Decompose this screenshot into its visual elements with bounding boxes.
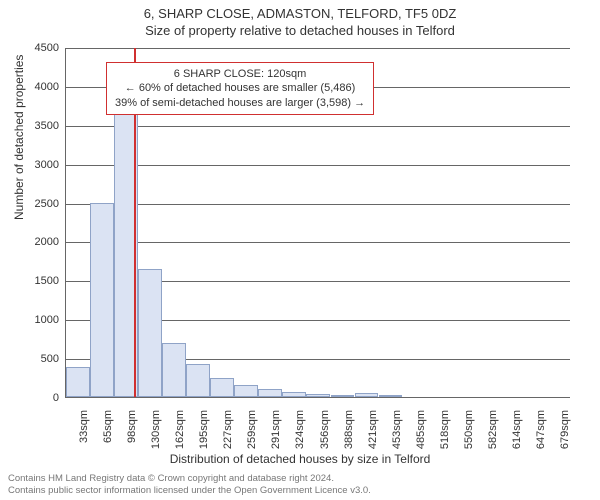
ytick-label: 1000 bbox=[35, 314, 65, 326]
y-axis-label: Number of detached properties bbox=[12, 55, 26, 220]
xtick-label: 130sqm bbox=[150, 410, 162, 449]
xtick-label: 291sqm bbox=[270, 410, 282, 449]
bar bbox=[234, 385, 258, 397]
bar bbox=[138, 269, 162, 397]
ytick-label: 3500 bbox=[35, 120, 65, 132]
annotation-line-3: 39% of semi-detached houses are larger (… bbox=[115, 96, 365, 110]
annotation-line-2: ← 60% of detached houses are smaller (5,… bbox=[115, 81, 365, 95]
title-line-2: Size of property relative to detached ho… bbox=[0, 23, 600, 40]
xtick-label: 485sqm bbox=[415, 410, 427, 449]
xtick-label: 421sqm bbox=[367, 410, 379, 449]
ytick-label: 1500 bbox=[35, 275, 65, 287]
bar bbox=[331, 395, 355, 397]
xtick-label: 259sqm bbox=[246, 410, 258, 449]
xtick-label: 162sqm bbox=[174, 410, 186, 449]
bar bbox=[90, 203, 114, 397]
ytick-label: 500 bbox=[41, 353, 65, 365]
ytick-label: 2500 bbox=[35, 198, 65, 210]
x-axis-label: Distribution of detached houses by size … bbox=[0, 452, 600, 466]
xtick-label: 550sqm bbox=[463, 410, 475, 449]
xtick-label: 647sqm bbox=[535, 410, 547, 449]
chart-area: 6 SHARP CLOSE: 120sqm ← 60% of detached … bbox=[65, 48, 570, 398]
bar bbox=[282, 392, 306, 397]
ytick-label: 3000 bbox=[35, 159, 65, 171]
xtick-label: 98sqm bbox=[126, 410, 138, 443]
ytick-label: 0 bbox=[53, 392, 65, 404]
bar bbox=[66, 367, 90, 397]
xtick-label: 679sqm bbox=[559, 410, 571, 449]
xtick-label: 195sqm bbox=[198, 410, 210, 449]
bar bbox=[186, 364, 210, 397]
annotation-box: 6 SHARP CLOSE: 120sqm ← 60% of detached … bbox=[106, 62, 374, 115]
xtick-label: 33sqm bbox=[78, 410, 90, 443]
bar bbox=[258, 389, 282, 397]
xtick-label: 614sqm bbox=[511, 410, 523, 449]
bar bbox=[306, 394, 330, 397]
xtick-label: 518sqm bbox=[439, 410, 451, 449]
chart-title-block: 6, SHARP CLOSE, ADMASTON, TELFORD, TF5 0… bbox=[0, 0, 600, 40]
bar bbox=[162, 343, 186, 397]
footer-line-2: Contains public sector information licen… bbox=[8, 485, 371, 496]
bar bbox=[210, 378, 234, 397]
plot-region: 6 SHARP CLOSE: 120sqm ← 60% of detached … bbox=[65, 48, 570, 398]
bar bbox=[379, 395, 403, 397]
xtick-label: 356sqm bbox=[319, 410, 331, 449]
xtick-label: 227sqm bbox=[222, 410, 234, 449]
xtick-label: 324sqm bbox=[294, 410, 306, 449]
title-line-1: 6, SHARP CLOSE, ADMASTON, TELFORD, TF5 0… bbox=[0, 6, 600, 23]
xtick-label: 582sqm bbox=[487, 410, 499, 449]
annotation-line-1: 6 SHARP CLOSE: 120sqm bbox=[115, 67, 365, 81]
bar bbox=[355, 393, 379, 397]
ytick-label: 2000 bbox=[35, 236, 65, 248]
footer: Contains HM Land Registry data © Crown c… bbox=[8, 473, 371, 496]
xtick-label: 65sqm bbox=[102, 410, 114, 443]
ytick-label: 4500 bbox=[35, 42, 65, 54]
footer-line-1: Contains HM Land Registry data © Crown c… bbox=[8, 473, 371, 484]
xtick-label: 388sqm bbox=[343, 410, 355, 449]
ytick-label: 4000 bbox=[35, 81, 65, 93]
xtick-label: 453sqm bbox=[391, 410, 403, 449]
